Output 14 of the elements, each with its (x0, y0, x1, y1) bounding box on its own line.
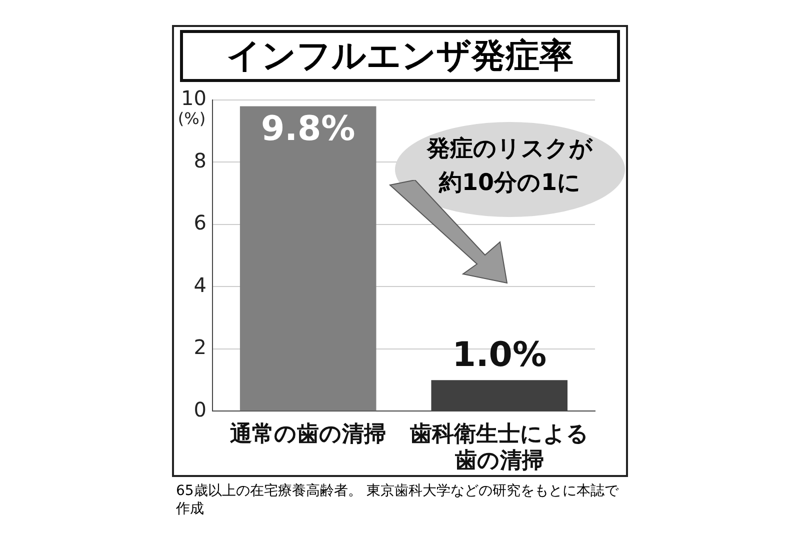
y-tick-label: 6 (194, 210, 206, 235)
y-tick-label: 8 (194, 148, 206, 172)
y-tick-label: 2 (194, 335, 206, 360)
text: 65歳以上の在宅療養高齢者。 東京歯科大学などの研究をもとに本誌で作成 (176, 482, 620, 518)
annotation: 発症のリスクが約10分の1に (426, 135, 594, 198)
data-label: 1.0% (452, 334, 547, 375)
chart-title: インフルエンザ発症率 (180, 30, 620, 82)
y-tick-label: 4 (194, 272, 206, 297)
y-tick-label: 10 (180, 86, 206, 110)
y-axis-title: (%) (178, 109, 206, 128)
x-tick-label: 歯科衛生士による歯の清掃 (408, 422, 589, 474)
y-tick-label: 0 (194, 397, 206, 422)
data-label: 9.8% (260, 109, 356, 150)
x-tick-label: 通常の歯の清掃 (229, 422, 386, 448)
